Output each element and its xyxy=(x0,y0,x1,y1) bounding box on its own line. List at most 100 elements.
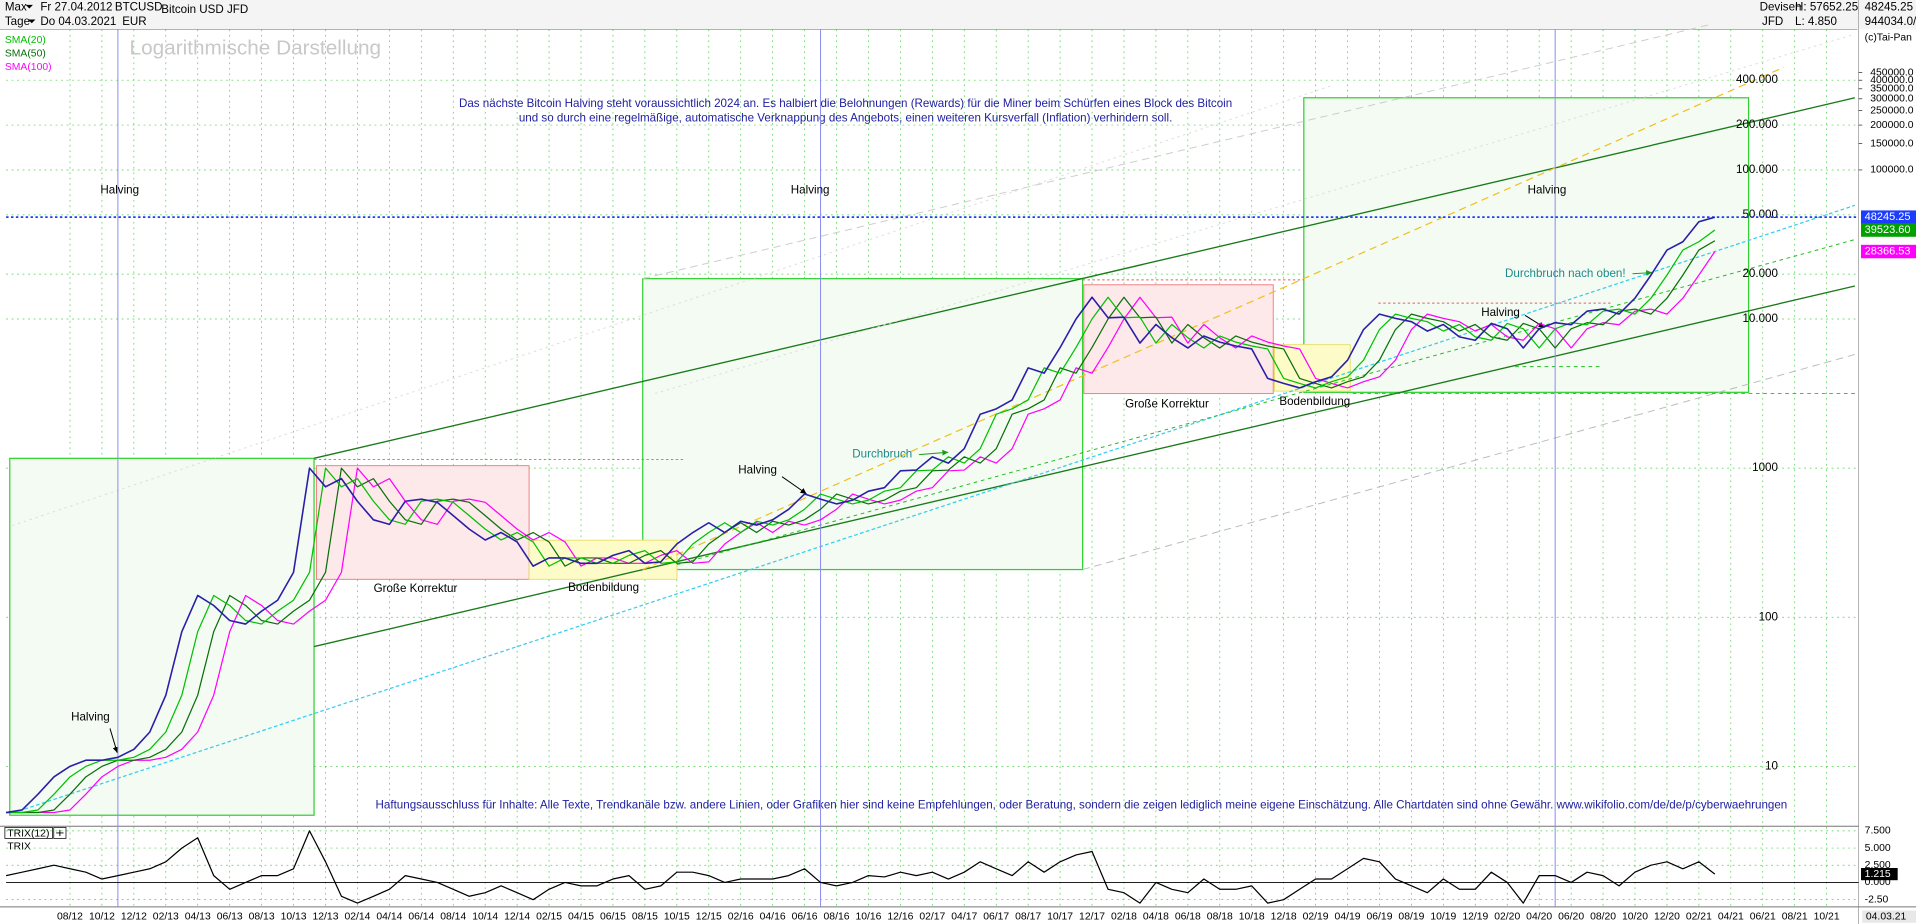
x-tick-label: 10/19 xyxy=(1430,911,1456,922)
copyright: (c)Tai-Pan xyxy=(1865,33,1912,44)
x-tick-label: 08/14 xyxy=(440,911,466,922)
annotation: Halving xyxy=(1481,306,1520,319)
market: Devisen xyxy=(1760,0,1802,13)
trend-line xyxy=(676,239,1856,566)
note: und so durch eine regelmäßige, automatis… xyxy=(519,112,1172,125)
x-tick-label: 02/15 xyxy=(536,911,562,922)
from-date: Fr 27.04.2012 xyxy=(40,0,112,13)
x-tick-label: 10/15 xyxy=(664,911,690,922)
outer-y-tick-label: 400000.0 xyxy=(1870,75,1913,86)
x-tick-label: 10/14 xyxy=(472,911,498,922)
x-tick-label: 12/18 xyxy=(1271,911,1297,922)
x-tick-label: 12/19 xyxy=(1462,911,1488,922)
symbol: BTCUSD xyxy=(115,0,163,13)
x-tick-label: 02/18 xyxy=(1111,911,1137,922)
x-tick-label: 06/17 xyxy=(983,911,1009,922)
x-tick-label: 10/17 xyxy=(1047,911,1073,922)
x-tick-label: 10/16 xyxy=(855,911,881,922)
outer-y-tick-label: 300000.0 xyxy=(1870,94,1913,105)
disclaimer: Haftungsausschluss für Inhalte: Alle Tex… xyxy=(376,799,1788,812)
x-tick-label: 06/15 xyxy=(600,911,626,922)
series-line xyxy=(5,216,1716,814)
x-tick-label: 06/16 xyxy=(792,911,818,922)
date-box xyxy=(1862,910,1916,923)
grid xyxy=(6,29,1859,907)
x-tick-label: 02/21 xyxy=(1686,911,1712,922)
x-tick-label: 10/18 xyxy=(1239,911,1265,922)
trix-tick-label: 2.500 xyxy=(1865,860,1891,871)
y-tick-label: 400.000 xyxy=(1736,73,1778,86)
x-tick-label: 04/18 xyxy=(1143,911,1169,922)
x-tick-label: 04/19 xyxy=(1335,911,1361,922)
annotation: Bodenbildung xyxy=(568,581,639,594)
correction-box xyxy=(1083,284,1274,395)
y-tick-label: 50.000 xyxy=(1742,208,1777,221)
x-tick-label: 08/20 xyxy=(1590,911,1616,922)
instrument-name: Bitcoin USD JFD xyxy=(161,3,248,16)
x-tick-label: 04/17 xyxy=(951,911,977,922)
legend-entry: SMA(50) xyxy=(5,49,46,60)
trend-line xyxy=(654,33,1856,395)
x-tick-label: 04/21 xyxy=(1718,911,1744,922)
x-tick-label: 06/13 xyxy=(217,911,243,922)
annotation: Halving xyxy=(791,184,830,197)
x-tick-label: 04/20 xyxy=(1526,911,1552,922)
x-tick-label: 12/14 xyxy=(504,911,530,922)
trix-tick-label: -2.50 xyxy=(1865,894,1889,905)
phase-box xyxy=(9,457,315,816)
legend-entry: SMA(100) xyxy=(5,62,52,73)
current-label: 28366.53 xyxy=(1865,245,1911,257)
high: H: 57652.25 xyxy=(1795,0,1858,13)
x-tick-label: 06/21 xyxy=(1750,911,1776,922)
current-label: 39523.60 xyxy=(1865,224,1911,236)
legend-entry: SMA(20) xyxy=(5,35,46,46)
annotation: Halving xyxy=(100,184,139,197)
x-tick-label: 02/17 xyxy=(919,911,945,922)
interval[interactable]: Tage xyxy=(5,15,30,28)
outer-y-tick-label: 150000.0 xyxy=(1870,138,1913,149)
header-bar xyxy=(0,0,1916,30)
to-date: Do 04.03.2021 xyxy=(40,15,116,28)
x-tick-label: 06/19 xyxy=(1367,911,1393,922)
x-tick-label: 08/12 xyxy=(57,911,83,922)
series-line xyxy=(6,251,1716,814)
x-tick-label: 04/15 xyxy=(568,911,594,922)
trix-tick-label: 5.000 xyxy=(1865,843,1891,854)
trix-subtitle: TRIX xyxy=(7,842,31,853)
header-texts: Max Tage Fr 27.04.2012 Do 04.03.2021 BTC… xyxy=(4,0,1916,923)
x-tick-label: 04/16 xyxy=(760,911,786,922)
low: L: 4.850 xyxy=(1795,15,1837,28)
volume: 944034.0/ xyxy=(1865,15,1916,28)
x-tick-label: 08/17 xyxy=(1015,911,1041,922)
x-tick-label: 02/14 xyxy=(344,911,370,922)
trend-line xyxy=(642,66,1785,571)
series-line xyxy=(6,229,1716,814)
outer-y-tick-label: 250000.0 xyxy=(1870,105,1913,116)
annotation: Halving xyxy=(1528,184,1567,197)
trix-tick-label: 7.500 xyxy=(1865,826,1891,837)
period[interactable]: Max xyxy=(5,0,27,13)
trend-line xyxy=(24,204,1856,810)
x-tick-label: 12/12 xyxy=(121,911,147,922)
trix-legend-box[interactable] xyxy=(4,827,53,839)
outer-y-tick-label: 350000.0 xyxy=(1870,84,1913,95)
x-tick-label: 08/13 xyxy=(249,911,275,922)
outer-y-tick-label: 200000.0 xyxy=(1870,120,1913,131)
x-tick-label: 02/19 xyxy=(1303,911,1329,922)
current-label: 48245.25 xyxy=(1865,211,1911,223)
trix-line xyxy=(5,830,1716,904)
x-tick-label: 02/13 xyxy=(153,911,179,922)
current-label-box xyxy=(1861,244,1916,259)
x-tick-label: 04/13 xyxy=(185,911,211,922)
x-tick-label: 12/17 xyxy=(1079,911,1105,922)
broker: JFD xyxy=(1762,15,1783,28)
trix-legend[interactable]: TRIX(12) xyxy=(7,828,49,839)
x-tick-label: 12/20 xyxy=(1654,911,1680,922)
annotation: Durchbruch xyxy=(852,448,912,461)
last-price: 48245.25 xyxy=(1865,0,1913,13)
trend-line xyxy=(313,97,1856,459)
phase-box xyxy=(1303,97,1750,393)
date-box-label: 04.03.21 xyxy=(1866,911,1907,922)
y-tick-label: 100 xyxy=(1759,610,1778,623)
